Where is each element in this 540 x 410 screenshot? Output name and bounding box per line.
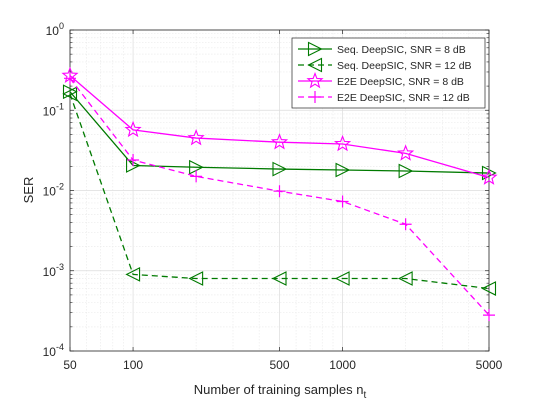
data-point — [335, 162, 351, 178]
data-point — [124, 120, 142, 138]
data-point — [397, 144, 415, 161]
y-tick-label: 100 — [46, 21, 64, 38]
y-tick-label: 10-4 — [43, 342, 64, 359]
axis-ticks: 50 100 500 1000 5000 10-4 10-3 10-2 10-1 100 — [43, 21, 503, 372]
data-point — [187, 129, 205, 146]
data-point — [127, 153, 140, 166]
data-point — [64, 72, 76, 85]
data-point — [273, 185, 286, 198]
data-point — [270, 133, 289, 150]
x-axis-label: Number of training samples nt — [194, 382, 367, 401]
data-point — [481, 281, 497, 296]
legend-label: Seq. DeepSIC, SNR = 12 dB — [337, 60, 472, 72]
y-axis-label: SER — [21, 177, 36, 204]
legend-box — [291, 37, 486, 109]
legend-label: E2E DeepSIC, SNR = 12 dB — [337, 92, 470, 104]
data-point — [271, 271, 287, 286]
x-tick-label: 500 — [269, 358, 289, 372]
x-tick-label: 5000 — [476, 358, 503, 372]
series-line-1 — [69, 93, 490, 290]
legend-marker — [309, 91, 321, 103]
data-point — [272, 161, 288, 177]
y-tick-label: 10-2 — [43, 182, 64, 199]
data-point — [483, 309, 495, 322]
legend-label: Seq. DeepSIC, SNR = 8 dB — [337, 44, 466, 56]
data-point — [397, 271, 413, 286]
data-point — [334, 271, 350, 286]
legend-marker — [306, 71, 324, 89]
x-tick-label: 100 — [123, 358, 143, 372]
data-point — [399, 218, 412, 231]
data-point — [125, 267, 141, 282]
legend-marker — [307, 57, 323, 73]
legend-marker — [307, 41, 323, 57]
y-tick-label: 10-1 — [43, 101, 64, 118]
data-point — [190, 170, 203, 183]
data-point — [188, 271, 204, 286]
legend: Seq. DeepSIC, SNR = 8 dB Seq. DeepSIC, SN… — [291, 37, 486, 109]
x-tick-label: 1000 — [329, 358, 356, 372]
series-1 — [62, 86, 497, 296]
data-point — [336, 195, 349, 208]
data-point — [333, 134, 352, 152]
series-3 — [64, 72, 495, 322]
legend-label: E2E DeepSIC, SNR = 8 dB — [337, 76, 464, 88]
series-layer — [61, 66, 498, 322]
x-tick-label: 50 — [63, 358, 77, 372]
y-tick-label: 10-3 — [43, 262, 64, 279]
data-point — [480, 168, 498, 185]
series-line-2 — [69, 75, 490, 179]
data-point — [62, 86, 78, 102]
data-point — [398, 163, 414, 179]
